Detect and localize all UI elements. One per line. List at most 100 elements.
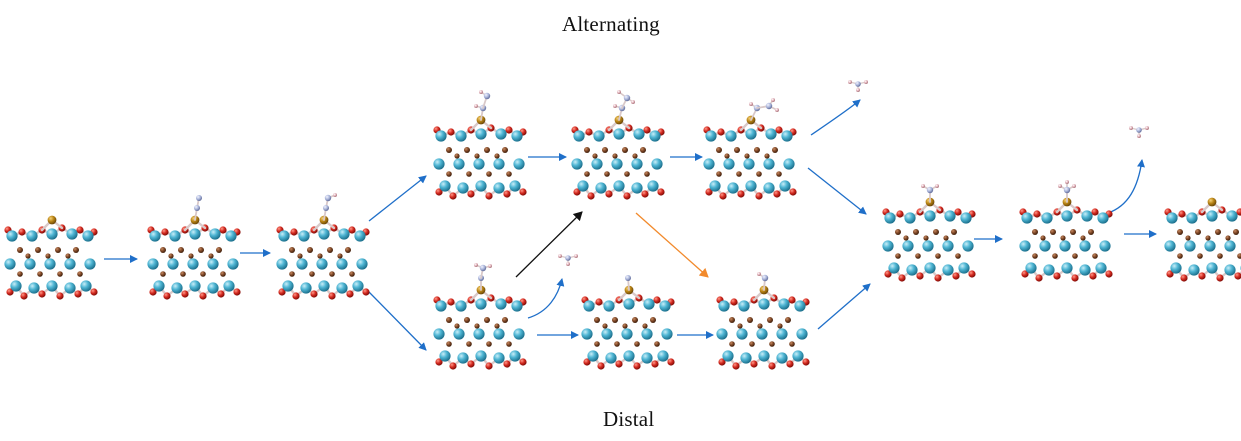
- metal-atom: [922, 240, 934, 252]
- small-atom: [349, 271, 355, 277]
- metal-atom: [433, 328, 445, 340]
- oxygen-atom: [768, 362, 776, 370]
- metal-atom: [643, 298, 655, 310]
- metal-atom: [651, 158, 663, 170]
- small-atom: [716, 171, 722, 177]
- metal-atom: [509, 350, 521, 362]
- hydrogen-atom: [921, 184, 925, 188]
- metal-atom: [316, 258, 328, 270]
- hydrogen-atom: [771, 98, 775, 102]
- metal-atom: [84, 258, 96, 270]
- small-atom: [1177, 253, 1183, 259]
- metal-atom: [1039, 240, 1051, 252]
- small-atom: [642, 323, 648, 329]
- oxygen-atom: [310, 290, 318, 298]
- metal-atom: [189, 228, 201, 240]
- small-atom: [767, 317, 773, 323]
- metal-atom: [1095, 262, 1107, 274]
- oxygen-atom: [789, 188, 797, 196]
- oxygen-atom: [519, 358, 527, 366]
- structure-n2-adsorbed: [147, 195, 241, 300]
- small-atom: [634, 341, 640, 347]
- metal-atom: [738, 300, 750, 312]
- metal-atom: [792, 350, 804, 362]
- hydrogen-atom: [1137, 134, 1141, 138]
- small-atom: [584, 171, 590, 177]
- metal-atom: [356, 258, 368, 270]
- oxygen-atom: [1198, 272, 1206, 280]
- metal-atom: [641, 328, 653, 340]
- oxygen-atom: [447, 298, 455, 306]
- small-atom: [903, 235, 909, 241]
- oxygen-atom: [1021, 270, 1029, 278]
- oxygen-atom: [750, 360, 758, 368]
- metal-atom: [1206, 262, 1218, 274]
- small-atom: [1225, 235, 1231, 241]
- oxygen-atom: [1105, 270, 1113, 278]
- small-atom: [602, 147, 608, 153]
- metal-atom: [924, 262, 936, 274]
- oxygen-atom: [1216, 274, 1224, 282]
- small-atom: [55, 247, 61, 253]
- hydrogen-atom: [631, 100, 635, 104]
- small-atom: [289, 271, 295, 277]
- small-atom: [729, 317, 735, 323]
- metal-atom: [736, 328, 748, 340]
- oxygen-atom: [916, 272, 924, 280]
- oxygen-atom: [56, 292, 64, 300]
- oxygen-atom: [1234, 272, 1241, 280]
- oxygen-atom: [290, 228, 298, 236]
- metal-atom: [601, 328, 613, 340]
- metal-atom: [1224, 264, 1236, 276]
- small-atom: [772, 147, 778, 153]
- small-atom: [446, 317, 452, 323]
- metal-atom: [944, 210, 956, 222]
- metal-atom: [703, 158, 715, 170]
- metal-atom: [457, 352, 469, 364]
- small-atom: [724, 153, 730, 159]
- oxygen-atom: [651, 360, 659, 368]
- metal-atom: [631, 158, 643, 170]
- small-atom: [612, 317, 618, 323]
- small-atom: [1032, 253, 1038, 259]
- metal-atom: [1043, 264, 1055, 276]
- small-atom: [289, 247, 295, 253]
- small-atom: [464, 317, 470, 323]
- structure-nh2: [882, 184, 976, 282]
- small-atom: [632, 153, 638, 159]
- metal-atom: [1041, 212, 1053, 224]
- metal-atom: [1025, 262, 1037, 274]
- nh3-released-alternating: [848, 80, 868, 92]
- metal-atom: [495, 128, 507, 140]
- small-atom: [446, 341, 452, 347]
- metal-atom: [189, 280, 201, 292]
- small-atom: [464, 147, 470, 153]
- small-atom: [327, 247, 333, 253]
- metal-atom: [1099, 240, 1111, 252]
- metal-atom: [649, 130, 661, 142]
- structure-layer: [4, 80, 1241, 370]
- oxygen-atom: [934, 274, 942, 282]
- oxygen-atom: [737, 190, 745, 198]
- small-atom: [208, 253, 214, 259]
- oxygen-atom: [755, 192, 763, 200]
- nitrogen-atom: [926, 186, 934, 194]
- oxygen-atom: [233, 288, 241, 296]
- oxygen-atom: [278, 288, 286, 296]
- small-atom: [789, 341, 795, 347]
- hydrogen-atom: [474, 104, 478, 108]
- oxygen-atom: [719, 192, 727, 200]
- metal-atom: [942, 240, 954, 252]
- metal-atom: [509, 180, 521, 192]
- small-atom: [1080, 235, 1086, 241]
- nitrogen-atom: [765, 102, 773, 110]
- small-atom: [220, 271, 226, 277]
- oxygen-atom: [802, 358, 810, 366]
- small-atom: [624, 171, 630, 177]
- small-atom: [502, 147, 508, 153]
- metal-atom: [223, 280, 235, 292]
- metal-atom: [453, 158, 465, 170]
- metal-atom: [1226, 210, 1238, 222]
- metal-atom: [882, 240, 894, 252]
- metal-atom: [727, 182, 739, 194]
